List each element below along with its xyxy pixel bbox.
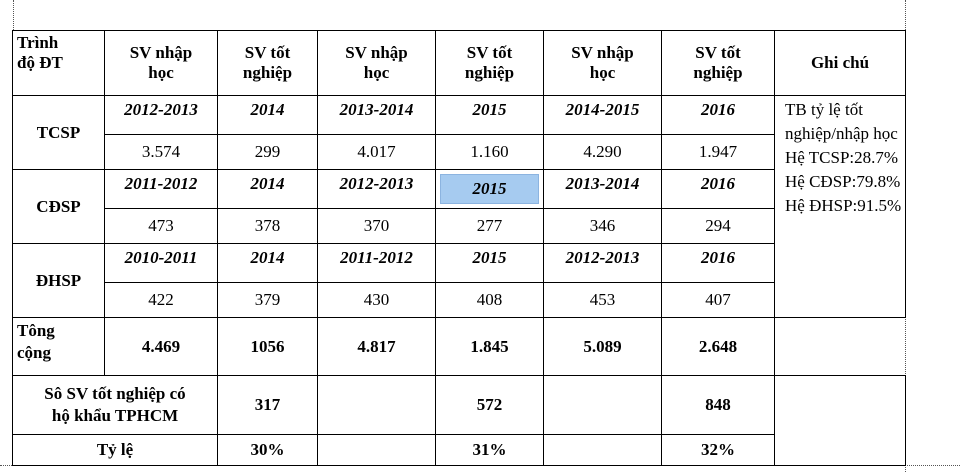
- value-cell[interactable]: 294: [661, 208, 775, 244]
- table-row-tcsp-values: 3.574 299 4.017 1.160 4.290 1.947: [13, 134, 906, 170]
- page-margin-guide-bottom: [0, 465, 960, 466]
- table-row-tcsp-years: TCSP 2012-2013 2014 2013-2014 2015 2014-…: [12, 95, 906, 318]
- value-cell[interactable]: 378: [217, 208, 318, 244]
- value-cell[interactable]: 473: [104, 208, 218, 244]
- year-cell[interactable]: 2014: [217, 169, 318, 209]
- year-cell[interactable]: 2014-2015: [543, 95, 662, 135]
- value-cell[interactable]: 379: [217, 282, 318, 318]
- note-line: Hệ TCSP:28.7%: [785, 148, 899, 167]
- year-cell[interactable]: 2012-2013: [104, 95, 218, 135]
- year-cell[interactable]: 2014: [217, 243, 318, 283]
- hcmc-graduates-cell[interactable]: 317: [217, 375, 318, 435]
- table-row-total: Tông cộng 4.469 1056 4.817 1.845 5.089 2…: [12, 317, 906, 376]
- table-row-dhsp-years: ĐHSP 2010-2011 2014 2011-2012 2015 2012-…: [12, 243, 906, 318]
- header-row: Trình độ ĐT SV nhập học SV tốt nghiệp SV…: [12, 30, 906, 96]
- row-label-total[interactable]: Tông cộng: [12, 317, 105, 376]
- total-cell[interactable]: 1056: [217, 317, 318, 376]
- text-selection-highlight: 2015: [440, 174, 539, 204]
- ratio-cell[interactable]: 32%: [661, 434, 775, 466]
- graduation-statistics-table: Trình độ ĐT SV nhập học SV tốt nghiệp SV…: [12, 30, 906, 466]
- total-cell[interactable]: 4.817: [317, 317, 436, 376]
- table-row-hcmc-graduates: Sô SV tốt nghiệp có hộ khẩu TPHCM 317 57…: [12, 375, 906, 466]
- note-line: Hệ ĐHSP:91.5%: [785, 196, 902, 215]
- value-cell[interactable]: 3.574: [104, 134, 218, 170]
- header-enrolled-1[interactable]: SV nhập học: [104, 30, 218, 96]
- empty-cell[interactable]: [543, 375, 662, 435]
- year-cell[interactable]: 2016: [661, 243, 775, 283]
- selected-year-cell[interactable]: 2015: [435, 169, 544, 209]
- year-cell[interactable]: 2012-2013: [543, 243, 662, 283]
- value-cell[interactable]: 430: [317, 282, 436, 318]
- empty-cell[interactable]: [317, 434, 436, 466]
- note-line: Hệ CĐSP:79.8%: [785, 172, 901, 191]
- year-cell[interactable]: 2012-2013: [317, 169, 436, 209]
- page-margin-guide-left: [13, 0, 14, 30]
- header-graduated-3[interactable]: SV tốt nghiệp: [661, 30, 775, 96]
- value-cell[interactable]: 1.947: [661, 134, 775, 170]
- value-cell[interactable]: 422: [104, 282, 218, 318]
- year-cell[interactable]: 2010-2011: [104, 243, 218, 283]
- total-cell[interactable]: 2.648: [661, 317, 775, 376]
- year-cell[interactable]: 2011-2012: [317, 243, 436, 283]
- hcmc-graduates-cell[interactable]: 572: [435, 375, 544, 435]
- value-cell[interactable]: 453: [543, 282, 662, 318]
- empty-cell[interactable]: [543, 434, 662, 466]
- total-cell[interactable]: 5.089: [543, 317, 662, 376]
- header-enrolled-2[interactable]: SV nhập học: [317, 30, 436, 96]
- year-cell[interactable]: 2015: [435, 243, 544, 283]
- note-line: TB tỷ lệ tốt: [785, 100, 863, 119]
- value-cell[interactable]: 4.017: [317, 134, 436, 170]
- empty-notes-cell[interactable]: [774, 375, 906, 466]
- row-label-hcmc-graduates[interactable]: Sô SV tốt nghiệp có hộ khẩu TPHCM: [12, 375, 218, 435]
- value-cell[interactable]: 299: [217, 134, 318, 170]
- year-cell[interactable]: 2016: [661, 95, 775, 135]
- header-graduated-1[interactable]: SV tốt nghiệp: [217, 30, 318, 96]
- hcmc-graduates-cell[interactable]: 848: [661, 375, 775, 435]
- year-cell[interactable]: 2016: [661, 169, 775, 209]
- table-row-cdsp-values: 473 378 370 277 346 294: [13, 208, 906, 244]
- header-enrolled-3[interactable]: SV nhập học: [543, 30, 662, 96]
- row-label-ratio[interactable]: Tỷ lệ: [12, 434, 218, 466]
- total-cell[interactable]: 1.845: [435, 317, 544, 376]
- header-notes[interactable]: Ghi chú: [774, 30, 906, 96]
- value-cell[interactable]: 4.290: [543, 134, 662, 170]
- year-cell[interactable]: 2013-2014: [543, 169, 662, 209]
- ratio-cell[interactable]: 30%: [217, 434, 318, 466]
- header-graduated-2[interactable]: SV tốt nghiệp: [435, 30, 544, 96]
- value-cell[interactable]: 407: [661, 282, 775, 318]
- ratio-cell[interactable]: 31%: [435, 434, 544, 466]
- value-cell[interactable]: 370: [317, 208, 436, 244]
- value-cell[interactable]: 346: [543, 208, 662, 244]
- row-label-tcsp[interactable]: TCSP: [12, 95, 105, 170]
- header-training-level[interactable]: Trình độ ĐT: [12, 30, 105, 96]
- year-cell[interactable]: 2015: [435, 95, 544, 135]
- table-row-cdsp-years: CĐSP 2011-2012 2014 2012-2013 2015 2013-…: [12, 169, 906, 244]
- row-label-cdsp[interactable]: CĐSP: [12, 169, 105, 244]
- note-line: nghiệp/nhập học: [785, 124, 898, 143]
- notes-cell[interactable]: TB tỷ lệ tốt nghiệp/nhập học Hệ TCSP:28.…: [774, 95, 906, 318]
- year-cell[interactable]: 2013-2014: [317, 95, 436, 135]
- row-label-dhsp[interactable]: ĐHSP: [12, 243, 105, 318]
- table-row-ratio: Tỷ lệ 30% 31% 32%: [12, 434, 906, 466]
- table-row-dhsp-values: 422 379 430 408 453 407: [13, 282, 906, 318]
- total-cell[interactable]: 4.469: [104, 317, 218, 376]
- year-cell[interactable]: 2011-2012: [104, 169, 218, 209]
- page-margin-guide-right: [905, 0, 906, 472]
- value-cell[interactable]: 1.160: [435, 134, 544, 170]
- value-cell[interactable]: 408: [435, 282, 544, 318]
- year-cell[interactable]: 2014: [217, 95, 318, 135]
- empty-cell[interactable]: [317, 375, 436, 435]
- value-cell[interactable]: 277: [435, 208, 544, 244]
